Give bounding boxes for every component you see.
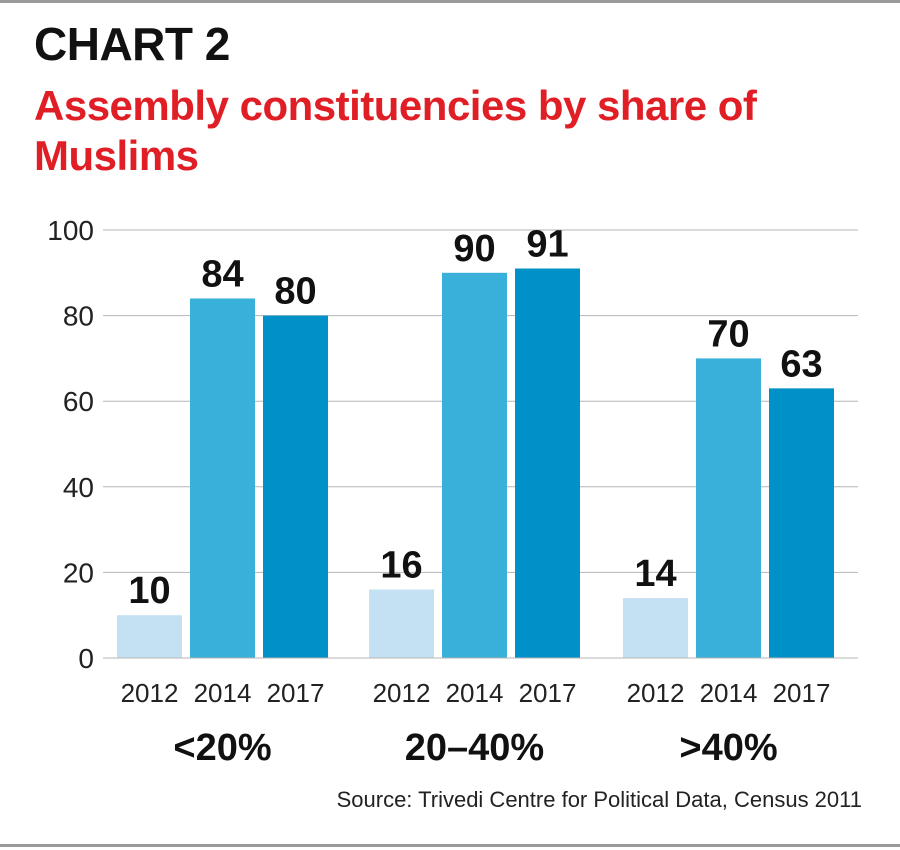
x-tick-label: 2014	[194, 678, 252, 708]
y-tick-label: 0	[78, 643, 94, 674]
bar	[515, 268, 580, 658]
group-label: 20–40%	[405, 727, 544, 769]
x-tick-label: 2017	[773, 678, 831, 708]
y-tick-label: 100	[47, 215, 94, 246]
x-tick-label: 2014	[446, 678, 504, 708]
x-tick-label: 2017	[267, 678, 325, 708]
data-label: 63	[780, 343, 822, 385]
data-label: 84	[201, 253, 243, 295]
bar	[263, 315, 328, 658]
source-note: Source: Trivedi Centre for Political Dat…	[336, 787, 862, 812]
group-label: <20%	[173, 727, 271, 769]
bar	[769, 388, 834, 658]
x-tick-label: 2012	[373, 678, 431, 708]
bar	[117, 615, 182, 658]
x-tick-label: 2012	[121, 678, 179, 708]
bar	[623, 598, 688, 658]
x-tick-label: 2014	[700, 678, 758, 708]
bar	[190, 298, 255, 658]
data-label: 91	[526, 224, 568, 266]
y-tick-label: 60	[63, 386, 94, 417]
y-tick-label: 80	[63, 301, 94, 332]
bar-chart: 0 20 40 60 80 100 10 2012 84 2014 80 2017 <20% 16 2012…	[47, 215, 858, 769]
data-label: 70	[707, 313, 749, 355]
x-tick-label: 2017	[519, 678, 577, 708]
bar	[442, 272, 507, 658]
data-label: 16	[380, 545, 422, 587]
bar	[369, 589, 434, 658]
bar	[696, 358, 761, 658]
data-label: 14	[634, 553, 676, 595]
data-label: 90	[453, 228, 495, 270]
group-label: >40%	[679, 727, 777, 769]
y-tick-label: 40	[63, 472, 94, 503]
chart-title: Assembly constituencies by share of Musl…	[34, 82, 757, 179]
data-label: 80	[274, 271, 316, 313]
data-label: 10	[128, 570, 170, 612]
y-tick-label: 20	[63, 557, 94, 588]
chart-label: CHART 2	[34, 18, 230, 70]
x-tick-label: 2012	[627, 678, 685, 708]
